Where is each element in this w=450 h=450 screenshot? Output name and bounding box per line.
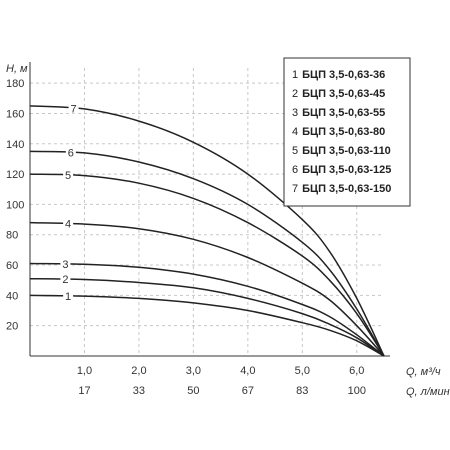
legend-item: 4 БЦП 3,5-0,63-80 [292, 126, 385, 138]
curve-label-7: 7 [71, 103, 77, 115]
curve-label-6: 6 [68, 148, 74, 160]
legend-item: 7 БЦП 3,5-0,63-150 [292, 183, 391, 195]
y-axis-label: H, м [6, 63, 28, 75]
y-tick-label: 180 [6, 78, 24, 90]
legend-name: БЦП 3,5-0,63-45 [302, 88, 385, 100]
legend: 1 БЦП 3,5-0,63-36 2 БЦП 3,5-0,63-45 3 БЦП 3,5… [283, 57, 411, 207]
curve-label-5: 5 [65, 170, 71, 182]
legend-item: 3 БЦП 3,5-0,63-55 [292, 107, 385, 119]
x-tick-label: 1,0 [77, 365, 92, 377]
y-tick-label: 140 [6, 139, 24, 151]
x-tick-label: 4,0 [240, 365, 255, 377]
curve-label-3: 3 [62, 259, 68, 271]
legend-name: БЦП 3,5-0,63-110 [302, 145, 391, 157]
x-tick-label: 5,0 [295, 365, 310, 377]
x-axis-label: Q, м³/ч [406, 366, 441, 378]
y-tick-label: 20 [6, 321, 18, 333]
tick-labels: 204060801001201401601801,0172,0333,0504,… [6, 78, 366, 397]
series-line-6 [29, 150, 385, 357]
legend-number: 7 [292, 183, 298, 195]
legend-number: 1 [292, 69, 298, 81]
legend-name: БЦП 3,5-0,63-80 [302, 126, 385, 138]
x-tick-label: 3,0 [186, 365, 201, 377]
x-tick-label-secondary: 67 [242, 385, 254, 397]
legend-number: 3 [292, 107, 298, 119]
curve-label-bg [65, 145, 76, 158]
y-tick-label: 160 [6, 108, 24, 120]
x-tick-label: 6,0 [349, 365, 364, 377]
legend-number: 2 [292, 88, 298, 100]
series-line-4 [29, 221, 385, 357]
legend-item: 2 БЦП 3,5-0,63-45 [292, 88, 385, 100]
curve-label-bg [63, 168, 74, 181]
legend-name: БЦП 3,5-0,63-150 [302, 183, 391, 195]
legend-item: 5 БЦП 3,5-0,63-110 [292, 145, 391, 157]
legend-item: 1 БЦП 3,5-0,63-36 [292, 69, 385, 81]
y-tick-label: 120 [6, 169, 24, 181]
y-tick-label: 60 [6, 260, 18, 272]
x-tick-label-secondary: 17 [78, 385, 90, 397]
legend-name: БЦП 3,5-0,63-125 [302, 164, 391, 176]
curve-label-4: 4 [65, 219, 71, 231]
x-tick-label: 2,0 [131, 365, 146, 377]
legend-number: 6 [292, 164, 298, 176]
legend-number: 4 [292, 126, 298, 138]
curve-label-bg [60, 257, 71, 270]
curve-label-bg [63, 288, 74, 301]
curve-label-bg [68, 101, 79, 114]
legend-item: 6 БЦП 3,5-0,63-125 [292, 164, 391, 176]
series-line-7 [29, 105, 385, 357]
axes [29, 62, 390, 357]
x-tick-label-secondary: 100 [348, 385, 366, 397]
curve-label-bg [63, 216, 74, 229]
series-line-2 [29, 277, 385, 357]
x-tick-label-secondary: 50 [187, 385, 199, 397]
legend-name: БЦП 3,5-0,63-55 [302, 107, 385, 119]
curve-label-1: 1 [65, 291, 71, 303]
x-tick-label-secondary: 83 [296, 385, 308, 397]
series-lines [29, 105, 385, 357]
y-tick-label: 80 [6, 230, 18, 242]
series-line-3 [29, 262, 385, 357]
legend-name: БЦП 3,5-0,63-36 [302, 69, 385, 81]
y-tick-label: 100 [6, 199, 24, 211]
legend-number: 5 [292, 145, 298, 157]
curve-label-2: 2 [62, 274, 68, 286]
curve-number-labels: 1 2 3 4 5 6 7 [60, 101, 79, 303]
legend-box [283, 57, 411, 207]
y-tick-label: 40 [6, 290, 18, 302]
x-tick-label-secondary: 33 [133, 385, 145, 397]
x-axis-label-secondary: Q, л/мин [406, 386, 450, 398]
series-line-1 [29, 294, 385, 357]
curve-label-bg [60, 272, 71, 285]
series-line-5 [29, 173, 385, 357]
